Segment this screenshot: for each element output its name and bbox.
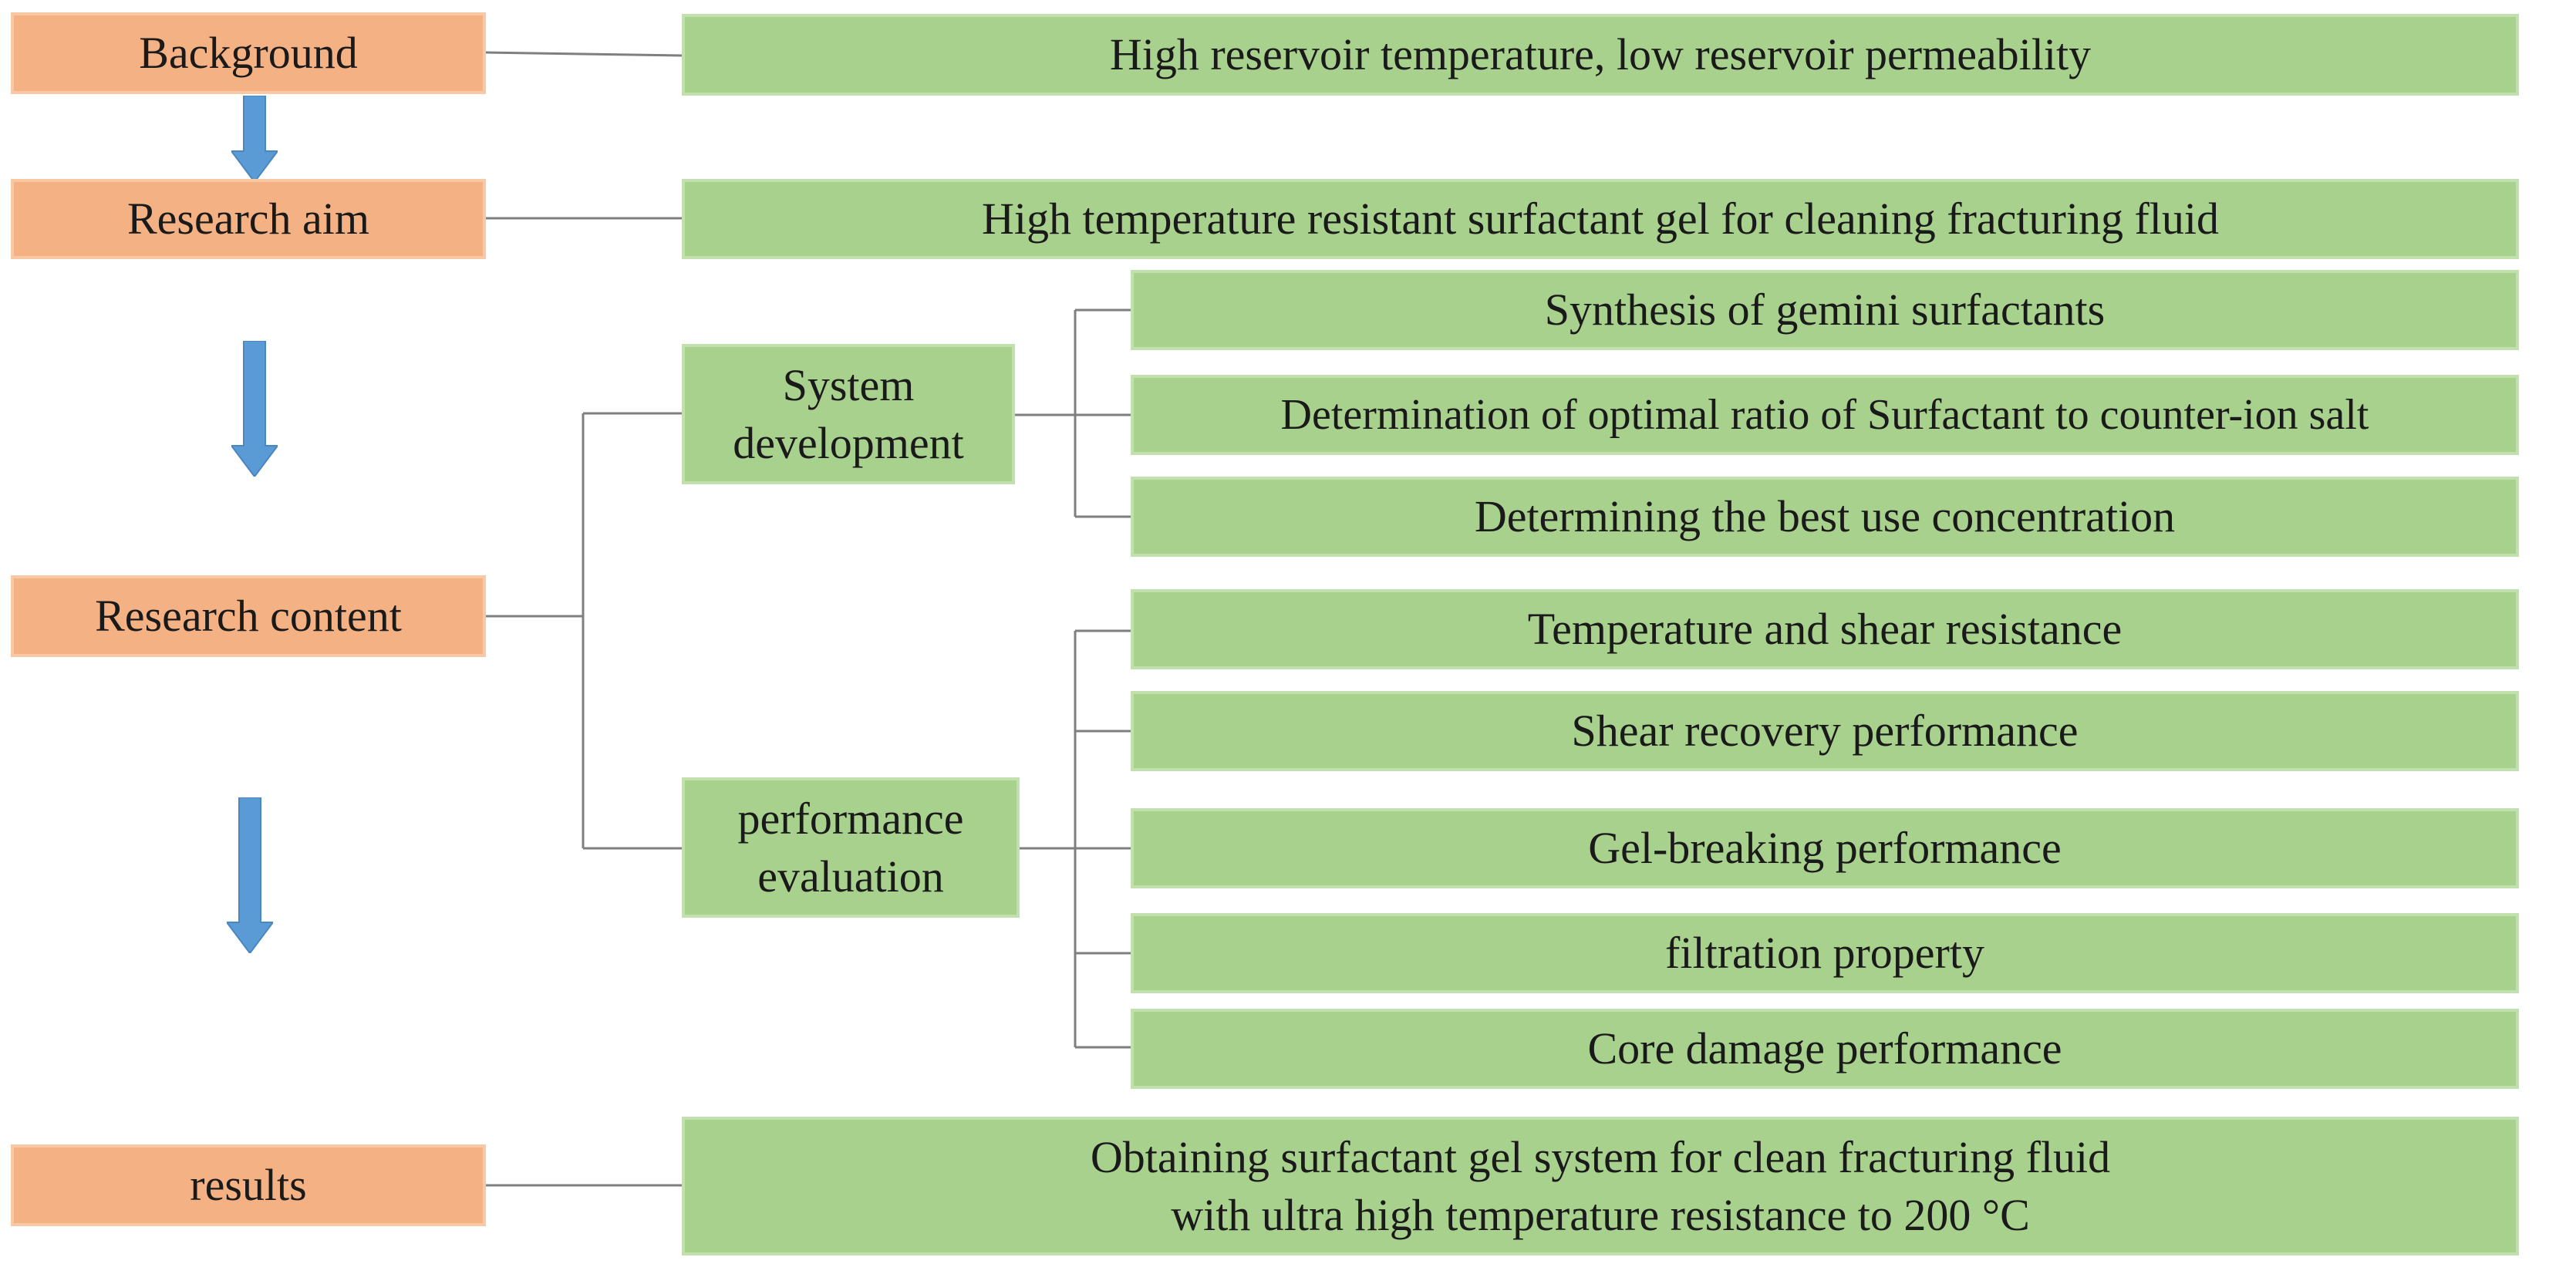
down-arrow-icon [227, 797, 273, 953]
system-item-text: Determining the best use concentration [1474, 491, 2176, 542]
stage-research-content: Research content [11, 575, 486, 657]
system-item-text: Synthesis of gemini surfactants [1544, 285, 2106, 335]
stage-research-aim-label: Research aim [126, 194, 369, 244]
performance-item-text: Shear recovery performance [1571, 706, 2079, 757]
performance-item-text: filtration property [1665, 928, 1984, 979]
stage-background: Background [11, 12, 486, 94]
detail-background: High reservoir temperature, low reservoi… [682, 14, 2519, 96]
system-item-text: Determination of optimal ratio of Surfac… [1280, 390, 2369, 439]
performance-item-text: Core damage performance [1587, 1023, 2062, 1074]
system-item: Synthesis of gemini surfactants [1131, 270, 2519, 350]
stage-background-label: Background [139, 28, 358, 79]
down-arrow-icon [231, 96, 278, 182]
group-system-development-line2: development [733, 418, 964, 468]
group-system-development-line1: System [782, 359, 915, 410]
performance-item-text: Temperature and shear resistance [1527, 604, 2123, 655]
detail-background-text: High reservoir temperature, low reservoi… [1109, 29, 2092, 80]
performance-item-text: Gel-breaking performance [1588, 823, 2062, 874]
down-arrow-icon [231, 341, 278, 477]
stage-research-aim: Research aim [11, 179, 486, 259]
group-performance-evaluation-line1: performance [737, 793, 964, 844]
system-item: Determination of optimal ratio of Surfac… [1131, 375, 2519, 455]
detail-research-aim: High temperature resistant surfactant ge… [682, 179, 2519, 259]
performance-item: Gel-breaking performance [1131, 808, 2519, 888]
detail-research-aim-text: High temperature resistant surfactant ge… [981, 194, 2220, 244]
performance-item: Core damage performance [1131, 1009, 2519, 1089]
stage-results: results [11, 1144, 486, 1226]
detail-results-line2: with ultra high temperature resistance t… [1171, 1190, 2030, 1240]
group-performance-evaluation: performance evaluation [682, 777, 1020, 918]
detail-results: Obtaining surfactant gel system for clea… [682, 1117, 2519, 1255]
performance-item: Temperature and shear resistance [1131, 589, 2519, 669]
detail-results-line1: Obtaining surfactant gel system for clea… [1090, 1131, 2111, 1182]
performance-item: filtration property [1131, 913, 2519, 993]
group-system-development: System development [682, 344, 1015, 484]
performance-item: Shear recovery performance [1131, 691, 2519, 771]
group-performance-evaluation-line2: evaluation [757, 851, 944, 902]
stage-results-label: results [190, 1160, 307, 1211]
stage-research-content-label: Research content [95, 591, 402, 642]
connector-background [485, 51, 683, 57]
system-item: Determining the best use concentration [1131, 477, 2519, 557]
